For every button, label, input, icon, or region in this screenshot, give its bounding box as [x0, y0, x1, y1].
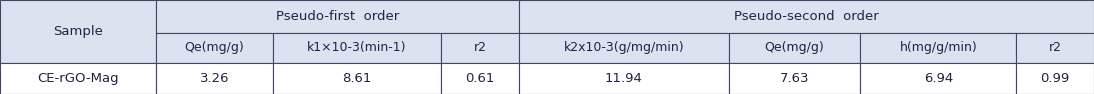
- Bar: [519, 33, 729, 63]
- Bar: [729, 33, 860, 63]
- Bar: [156, 33, 272, 63]
- Text: Pseudo-second  order: Pseudo-second order: [734, 10, 878, 23]
- Bar: [441, 63, 519, 94]
- Bar: [860, 63, 1016, 94]
- Bar: [272, 33, 441, 63]
- Text: 6.94: 6.94: [923, 72, 953, 85]
- Text: 8.61: 8.61: [342, 72, 372, 85]
- Text: Pseudo-first  order: Pseudo-first order: [276, 10, 399, 23]
- Text: 11.94: 11.94: [605, 72, 643, 85]
- Bar: [156, 0, 519, 33]
- Text: CE-rGO-Mag: CE-rGO-Mag: [37, 72, 119, 85]
- Bar: [1016, 63, 1094, 94]
- Bar: [0, 63, 156, 94]
- Bar: [0, 0, 156, 63]
- Bar: [156, 63, 272, 94]
- Text: 0.99: 0.99: [1040, 72, 1070, 85]
- Text: 0.61: 0.61: [465, 72, 494, 85]
- Text: 3.26: 3.26: [200, 72, 229, 85]
- Text: Qe(mg/g): Qe(mg/g): [765, 41, 825, 54]
- Text: Sample: Sample: [54, 25, 103, 38]
- Bar: [519, 0, 1094, 33]
- Bar: [441, 33, 519, 63]
- Bar: [272, 63, 441, 94]
- Text: 7.63: 7.63: [780, 72, 810, 85]
- Bar: [1016, 33, 1094, 63]
- Text: h(mg/g/min): h(mg/g/min): [899, 41, 977, 54]
- Bar: [860, 33, 1016, 63]
- Text: k2x10-3(g/mg/min): k2x10-3(g/mg/min): [563, 41, 684, 54]
- Text: r2: r2: [1049, 41, 1062, 54]
- Bar: [729, 63, 860, 94]
- Bar: [519, 63, 729, 94]
- Text: Qe(mg/g): Qe(mg/g): [185, 41, 244, 54]
- Text: r2: r2: [474, 41, 487, 54]
- Text: k1×10-3(min-1): k1×10-3(min-1): [307, 41, 407, 54]
